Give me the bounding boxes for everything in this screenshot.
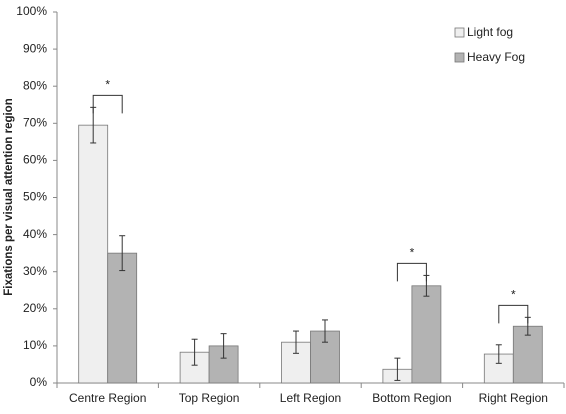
x-tick-label: Centre Region bbox=[69, 391, 146, 405]
bar bbox=[107, 252, 138, 384]
y-axis-label: Fixations per visual attention region bbox=[3, 98, 15, 295]
y-tick-label: 90% bbox=[23, 41, 47, 55]
bar bbox=[411, 285, 442, 384]
x-tick-label: Right Region bbox=[479, 391, 548, 405]
significance-bracket bbox=[498, 304, 529, 324]
bar bbox=[78, 124, 109, 384]
y-tick-label: 100% bbox=[16, 4, 47, 18]
y-tick-label: 70% bbox=[23, 115, 47, 129]
y-tick-label: 40% bbox=[23, 227, 47, 241]
significance-bracket bbox=[92, 94, 123, 114]
legend-label: Heavy Fog bbox=[467, 50, 525, 64]
y-tick-label: 60% bbox=[23, 153, 47, 167]
y-tick-label: 50% bbox=[23, 190, 47, 204]
significance-marker: * bbox=[410, 246, 415, 260]
y-tick-label: 80% bbox=[23, 78, 47, 92]
x-tick-label: Left Region bbox=[280, 391, 341, 405]
x-tick-label: Bottom Region bbox=[372, 391, 451, 405]
significance-marker: * bbox=[105, 78, 110, 92]
legend-swatch bbox=[454, 27, 465, 38]
y-tick-label: 20% bbox=[23, 301, 47, 315]
y-tick-label: 10% bbox=[23, 338, 47, 352]
legend-swatch bbox=[454, 52, 465, 63]
y-tick-label: 0% bbox=[30, 375, 48, 389]
significance-bracket bbox=[396, 262, 427, 282]
significance-marker: * bbox=[511, 288, 516, 302]
y-tick-label: 30% bbox=[23, 264, 47, 278]
legend-label: Light fog bbox=[467, 25, 513, 39]
x-tick-label: Top Region bbox=[179, 391, 240, 405]
